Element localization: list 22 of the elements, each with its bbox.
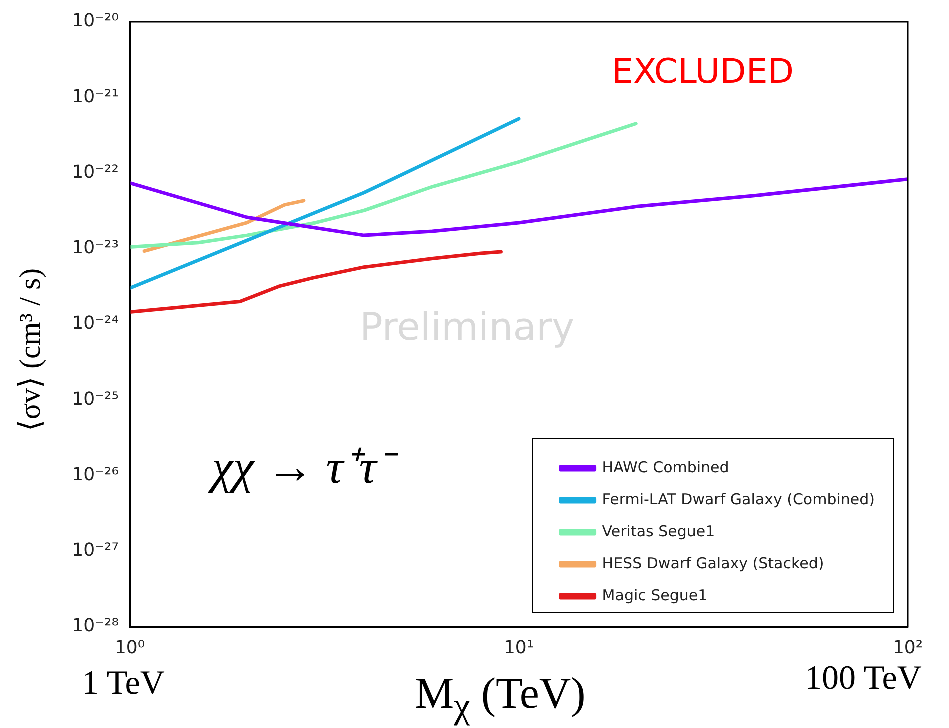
- y-axis-title: ⟨σv⟩ (cm³ / s): [13, 268, 48, 432]
- x-tick-label: 10⁰: [114, 637, 146, 658]
- x-tick-label: 10¹: [504, 637, 534, 658]
- text: 100 TeV: [805, 660, 922, 698]
- legend-label: Fermi-LAT Dwarf Galaxy (Combined): [602, 490, 876, 508]
- y-tick-label: 10⁻²⁷: [72, 540, 119, 562]
- x-axis-title: M$_{χ}$ (TeV): [415, 668, 586, 727]
- annotation: EXCLUDED: [612, 52, 794, 92]
- y-tick-label: 10⁻²⁵: [72, 388, 119, 410]
- text: 1 TeV: [82, 665, 165, 703]
- y-tick-label: 10⁻²⁸: [72, 616, 119, 637]
- y-tick-label: 10⁻²⁴: [72, 313, 119, 334]
- y-tick-label: 10⁻²²: [72, 162, 119, 183]
- legend-label: HAWC Combined: [602, 458, 730, 476]
- x-tick-label: 10²: [892, 637, 924, 658]
- y-tick-label: 10⁻²⁶: [72, 464, 119, 486]
- legend-label: Magic Segue1: [602, 586, 708, 604]
- y-tick-label: 10⁻²⁰: [72, 10, 119, 32]
- legend-label: Veritas Segue1: [602, 522, 716, 540]
- y-tick-label: 10⁻²¹: [72, 86, 119, 108]
- legend-label: HESS Dwarf Galaxy (Stacked): [602, 554, 824, 572]
- y-tick-label: 10⁻²³: [72, 238, 119, 259]
